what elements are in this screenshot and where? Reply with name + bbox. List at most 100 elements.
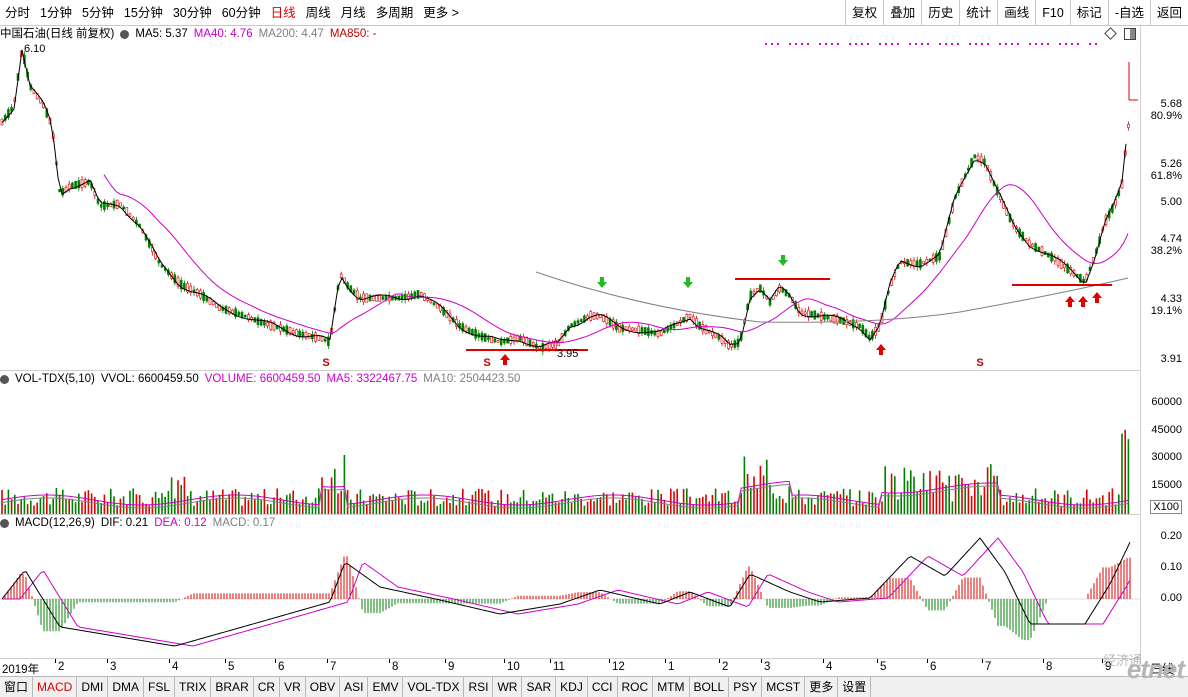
price-candle-body <box>477 333 481 338</box>
price-candle-body <box>752 291 756 295</box>
period-tab-monthly[interactable]: 月线 <box>340 5 366 20</box>
adjust-button[interactable]: 复权 <box>845 0 883 26</box>
back-button[interactable]: 返回 <box>1149 0 1188 26</box>
volume-bar <box>23 497 26 514</box>
volume-bar <box>974 479 976 514</box>
period-tab-multi[interactable]: 多周期 <box>375 5 414 20</box>
price-candle-body <box>496 340 500 343</box>
indicator-tab-18[interactable]: ROC <box>618 677 654 697</box>
indicator-tab-13[interactable]: RSI <box>464 677 494 697</box>
volume-bar <box>567 497 570 514</box>
volume-bar <box>506 494 509 514</box>
price-candle-body <box>122 206 125 210</box>
history-button[interactable]: 历史 <box>921 0 959 26</box>
volume-bar <box>782 498 784 514</box>
price-candle-body <box>1040 246 1044 256</box>
volume-bar <box>593 501 595 514</box>
volume-bar <box>1 489 3 514</box>
volume-bar <box>71 498 74 514</box>
signal-dot <box>969 43 971 45</box>
vol-collapse-icon[interactable] <box>0 374 9 384</box>
month-tick <box>665 659 666 663</box>
indicator-tab-19[interactable]: MTM <box>653 677 690 697</box>
period-tab-weekly[interactable]: 周线 <box>305 5 331 20</box>
indicator-tab-0[interactable]: 窗口 <box>0 677 34 697</box>
price-tick-433: 4.33 <box>1160 293 1182 305</box>
overlay-button[interactable]: 叠加 <box>883 0 921 26</box>
mark-button[interactable]: 标记 <box>1069 0 1108 26</box>
volume-bar <box>836 491 838 514</box>
indicator-tab-22[interactable]: MCST <box>762 677 806 697</box>
indicator-tab-9[interactable]: OBV <box>306 677 341 697</box>
volume-bar <box>583 505 586 514</box>
period-tab-more[interactable]: 更多 > <box>423 5 459 20</box>
volume-bar <box>878 505 880 514</box>
volume-bar <box>4 504 6 514</box>
window-toggle-icon[interactable] <box>1124 28 1136 40</box>
price-candle-body <box>730 343 733 348</box>
period-tab-1min[interactable]: 1分钟 <box>40 5 72 20</box>
price-candle-body <box>320 336 324 342</box>
volume-bar <box>577 493 579 514</box>
volume-bar <box>337 493 339 514</box>
indicator-tab-8[interactable]: VR <box>280 677 306 697</box>
price-candle-body <box>67 183 71 190</box>
price-candle-body <box>259 319 263 326</box>
volume-bar <box>436 505 438 514</box>
price-candle-body <box>397 295 401 301</box>
volume-bar <box>199 496 202 514</box>
price-candle-body <box>499 338 503 346</box>
price-tick-391: 3.91 <box>1160 353 1182 365</box>
volume-bar <box>804 504 806 514</box>
indicator-tab-6[interactable]: BRAR <box>211 677 254 697</box>
volume-bar <box>228 494 230 514</box>
period-tab-30min[interactable]: 30分钟 <box>172 5 212 20</box>
indicator-tab-11[interactable]: EMV <box>368 677 404 697</box>
period-tab-60min[interactable]: 60分钟 <box>221 5 261 20</box>
ma850-readout: MA850: - <box>329 28 377 40</box>
volume-bar <box>84 491 86 514</box>
collapse-icon[interactable] <box>120 29 130 39</box>
indicator-tab-17[interactable]: CCI <box>588 677 618 697</box>
indicator-tab-2[interactable]: DMI <box>77 677 109 697</box>
indicator-tab-16[interactable]: KDJ <box>556 677 588 697</box>
month-label-11: 1 <box>668 661 675 673</box>
volume-bar <box>206 490 208 514</box>
month-label-14: 4 <box>826 661 833 673</box>
volume-bar <box>855 501 858 514</box>
volume-bar <box>753 476 755 514</box>
indicator-tab-7[interactable]: CR <box>254 677 281 697</box>
indicator-tab-10[interactable]: ASI <box>340 677 369 697</box>
indicator-tab-21[interactable]: PSY <box>729 677 763 697</box>
indicator-tab-24[interactable]: 设置 <box>838 677 872 697</box>
indicator-tab-14[interactable]: WR <box>493 677 523 697</box>
up-arrow-1 <box>500 354 510 365</box>
indicator-tab-23[interactable]: 更多 <box>805 677 839 697</box>
price-candle-body <box>611 319 615 329</box>
indicator-tab-20[interactable]: BOLL <box>690 677 730 697</box>
signal-dot <box>867 43 869 45</box>
stats-button[interactable]: 统计 <box>959 0 997 26</box>
volume-bar <box>1082 497 1085 514</box>
period-tab-5min[interactable]: 5分钟 <box>81 5 114 20</box>
indicator-tab-1[interactable]: MACD <box>33 677 78 697</box>
period-tab-daily[interactable]: 日线 <box>270 5 296 20</box>
signal-dot <box>879 43 881 45</box>
period-tab-intraday[interactable]: 分时 <box>5 5 31 20</box>
price-candle-body <box>304 332 308 339</box>
indicator-tab-5[interactable]: TRIX <box>175 677 212 697</box>
indicator-tab-15[interactable]: SAR <box>522 677 557 697</box>
volume-bar <box>164 496 166 514</box>
period-tab-15min[interactable]: 15分钟 <box>123 5 163 20</box>
f10-button[interactable]: F10 <box>1035 0 1070 26</box>
macd-collapse-icon[interactable] <box>0 518 9 528</box>
pct-tick-618: 61.8% <box>1150 170 1182 182</box>
volume-bar <box>490 501 493 514</box>
indicator-tab-12[interactable]: VOL-TDX <box>403 677 465 697</box>
volume-bar <box>1002 505 1005 514</box>
indicator-tab-3[interactable]: DMA <box>108 677 145 697</box>
watchlist-button[interactable]: -自选 <box>1107 0 1150 26</box>
volume-bar <box>359 489 362 514</box>
draw-button[interactable]: 画线 <box>997 0 1035 26</box>
indicator-tab-4[interactable]: FSL <box>144 677 176 697</box>
